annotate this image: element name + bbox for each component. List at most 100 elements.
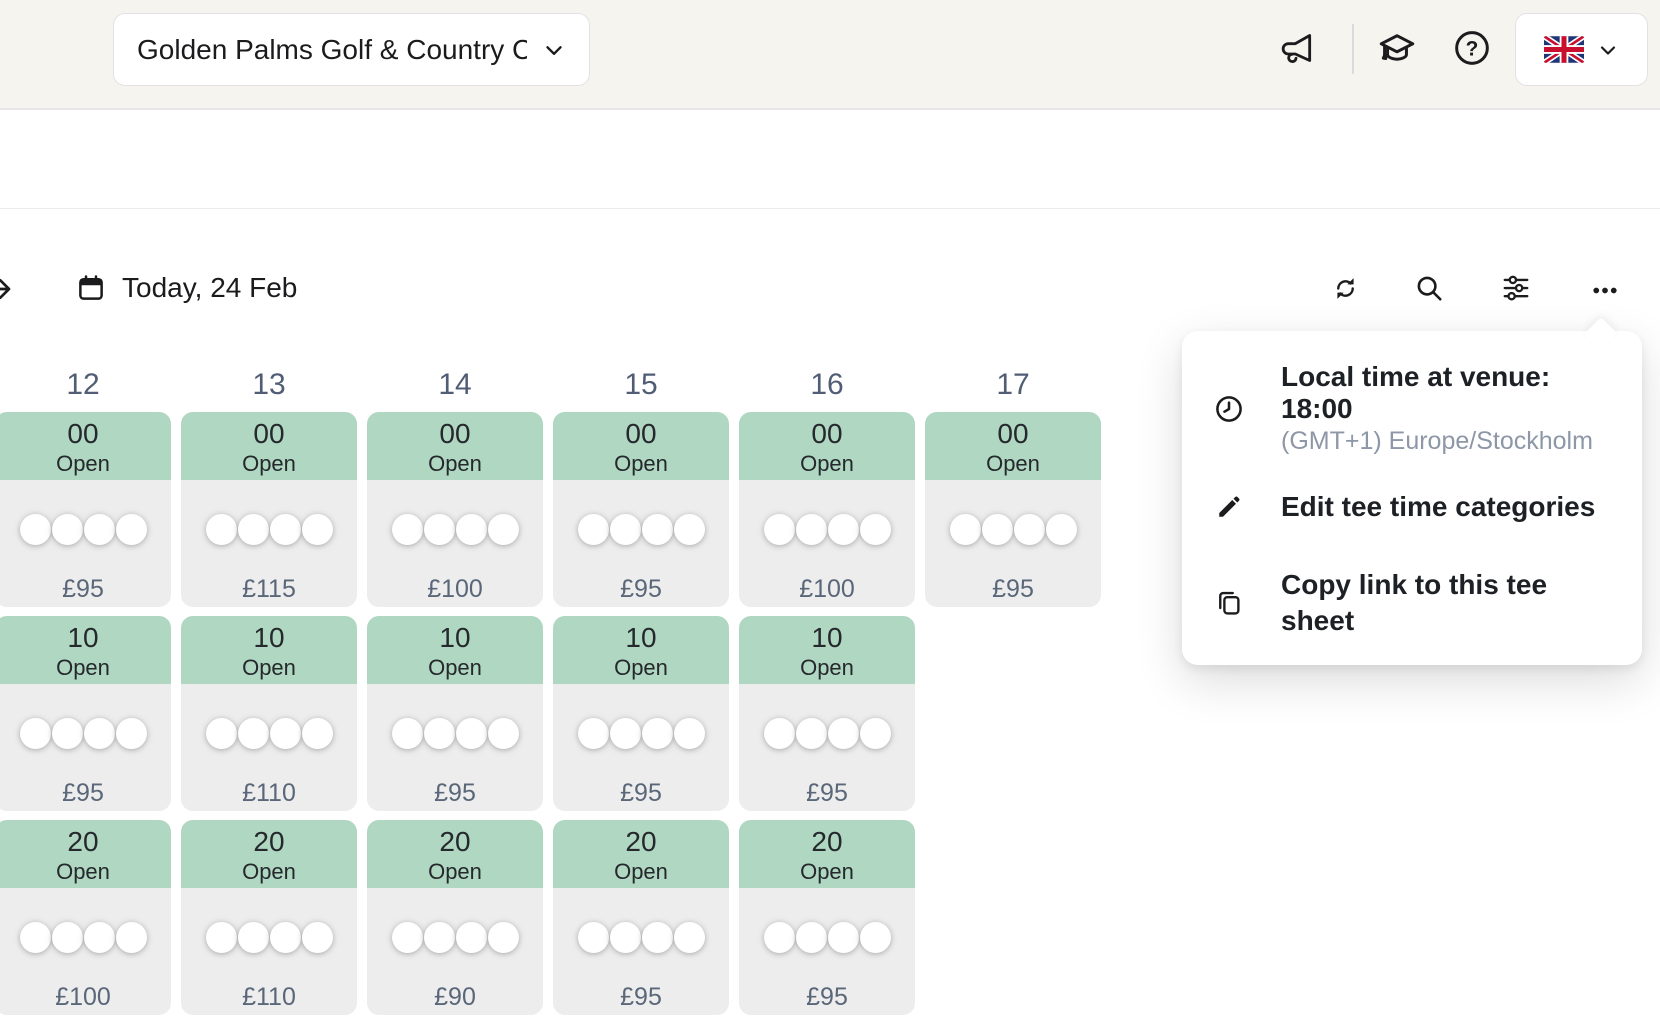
- player-slot-circle[interactable]: [455, 718, 487, 749]
- player-slot-circle[interactable]: [269, 922, 301, 953]
- language-selector-dropdown[interactable]: [1515, 13, 1648, 86]
- player-slot-circle[interactable]: [51, 718, 83, 749]
- player-slot-circle[interactable]: [269, 514, 301, 545]
- tee-time-cell[interactable]: 20 Open £95: [553, 820, 729, 1015]
- player-slot-circle[interactable]: [19, 514, 51, 545]
- tee-time-price: £115: [242, 575, 296, 603]
- date-picker-button[interactable]: Today, 24 Feb: [76, 264, 297, 312]
- player-slot-circle[interactable]: [237, 718, 269, 749]
- help-button[interactable]: ?: [1448, 24, 1496, 72]
- player-slot-circle[interactable]: [763, 514, 795, 545]
- tee-time-cell[interactable]: 00 Open £100: [739, 412, 915, 607]
- menu-item-edit-tee-time-categories[interactable]: Edit tee time categories: [1212, 489, 1614, 525]
- menu-item-copy-link[interactable]: Copy link to this tee sheet: [1212, 567, 1614, 639]
- player-slot-circle[interactable]: [237, 922, 269, 953]
- player-slot-circle[interactable]: [487, 718, 519, 749]
- player-slot-circle[interactable]: [859, 718, 891, 749]
- player-slot-circle[interactable]: [83, 718, 115, 749]
- player-slot-circle[interactable]: [115, 514, 147, 545]
- player-slots: [553, 514, 729, 545]
- player-slot-circle[interactable]: [641, 514, 673, 545]
- tee-time-cell[interactable]: 10 Open £95: [0, 616, 171, 811]
- player-slot-circle[interactable]: [641, 718, 673, 749]
- player-slot-circle[interactable]: [19, 922, 51, 953]
- player-slot-circle[interactable]: [391, 922, 423, 953]
- tee-time-cell[interactable]: 20 Open £110: [181, 820, 357, 1015]
- player-slot-circle[interactable]: [577, 922, 609, 953]
- tee-time-cell[interactable]: 00 Open £95: [925, 412, 1101, 607]
- player-slot-circle[interactable]: [795, 922, 827, 953]
- player-slot-circle[interactable]: [487, 514, 519, 545]
- tee-time-cell[interactable]: 10 Open £95: [553, 616, 729, 811]
- more-options-button[interactable]: [1581, 264, 1629, 312]
- player-slot-circle[interactable]: [1013, 514, 1045, 545]
- player-slot-circle[interactable]: [609, 922, 641, 953]
- player-slot-circle[interactable]: [301, 718, 333, 749]
- player-slot-circle[interactable]: [391, 514, 423, 545]
- tee-time-body: £95: [925, 480, 1101, 607]
- venue-selector-dropdown[interactable]: Golden Palms Golf & Country Cl...: [113, 13, 590, 86]
- player-slot-circle[interactable]: [827, 514, 859, 545]
- player-slot-circle[interactable]: [641, 922, 673, 953]
- refresh-button[interactable]: [1321, 264, 1369, 312]
- player-slot-circle[interactable]: [455, 514, 487, 545]
- player-slot-circle[interactable]: [949, 514, 981, 545]
- announcements-button[interactable]: [1274, 24, 1322, 72]
- player-slot-circle[interactable]: [51, 514, 83, 545]
- tee-time-cell[interactable]: 10 Open £95: [367, 616, 543, 811]
- tee-time-cell[interactable]: 10 Open £110: [181, 616, 357, 811]
- player-slot-circle[interactable]: [455, 922, 487, 953]
- player-slot-circle[interactable]: [859, 922, 891, 953]
- player-slot-circle[interactable]: [423, 922, 455, 953]
- player-slot-circle[interactable]: [827, 922, 859, 953]
- tee-time-header: 10 Open: [181, 616, 357, 684]
- tee-time-cell[interactable]: 00 Open £115: [181, 412, 357, 607]
- player-slot-circle[interactable]: [577, 718, 609, 749]
- tee-time-cell[interactable]: 00 Open £95: [553, 412, 729, 607]
- tee-time-cell[interactable]: 00 Open £100: [367, 412, 543, 607]
- filters-button[interactable]: [1492, 264, 1540, 312]
- player-slot-circle[interactable]: [487, 922, 519, 953]
- player-slots: [367, 514, 543, 545]
- player-slot-circle[interactable]: [301, 922, 333, 953]
- tee-time-body: £95: [553, 684, 729, 811]
- player-slot-circle[interactable]: [115, 718, 147, 749]
- player-slot-circle[interactable]: [205, 514, 237, 545]
- player-slot-circle[interactable]: [763, 718, 795, 749]
- player-slot-circle[interactable]: [423, 718, 455, 749]
- player-slot-circle[interactable]: [673, 718, 705, 749]
- player-slot-circle[interactable]: [1045, 514, 1077, 545]
- player-slot-circle[interactable]: [577, 514, 609, 545]
- player-slot-circle[interactable]: [827, 718, 859, 749]
- player-slot-circle[interactable]: [795, 514, 827, 545]
- player-slot-circle[interactable]: [237, 514, 269, 545]
- player-slot-circle[interactable]: [83, 922, 115, 953]
- tee-time-cell[interactable]: 00 Open £95: [0, 412, 171, 607]
- player-slot-circle[interactable]: [859, 514, 891, 545]
- player-slot-circle[interactable]: [795, 718, 827, 749]
- player-slot-circle[interactable]: [83, 514, 115, 545]
- player-slot-circle[interactable]: [115, 922, 147, 953]
- tee-time-cell[interactable]: 20 Open £95: [739, 820, 915, 1015]
- search-button[interactable]: [1405, 264, 1453, 312]
- player-slot-circle[interactable]: [763, 922, 795, 953]
- player-slot-circle[interactable]: [673, 514, 705, 545]
- player-slot-circle[interactable]: [391, 718, 423, 749]
- tee-time-status: Open: [800, 655, 854, 680]
- tee-time-cell[interactable]: 10 Open £95: [739, 616, 915, 811]
- expand-sidebar-button[interactable]: [0, 273, 16, 305]
- player-slot-circle[interactable]: [301, 514, 333, 545]
- player-slot-circle[interactable]: [609, 514, 641, 545]
- player-slot-circle[interactable]: [673, 922, 705, 953]
- player-slot-circle[interactable]: [19, 718, 51, 749]
- academy-button[interactable]: [1373, 24, 1421, 72]
- player-slot-circle[interactable]: [981, 514, 1013, 545]
- player-slot-circle[interactable]: [423, 514, 455, 545]
- player-slot-circle[interactable]: [205, 718, 237, 749]
- player-slot-circle[interactable]: [609, 718, 641, 749]
- player-slot-circle[interactable]: [51, 922, 83, 953]
- player-slot-circle[interactable]: [205, 922, 237, 953]
- tee-time-cell[interactable]: 20 Open £90: [367, 820, 543, 1015]
- tee-time-cell[interactable]: 20 Open £100: [0, 820, 171, 1015]
- player-slot-circle[interactable]: [269, 718, 301, 749]
